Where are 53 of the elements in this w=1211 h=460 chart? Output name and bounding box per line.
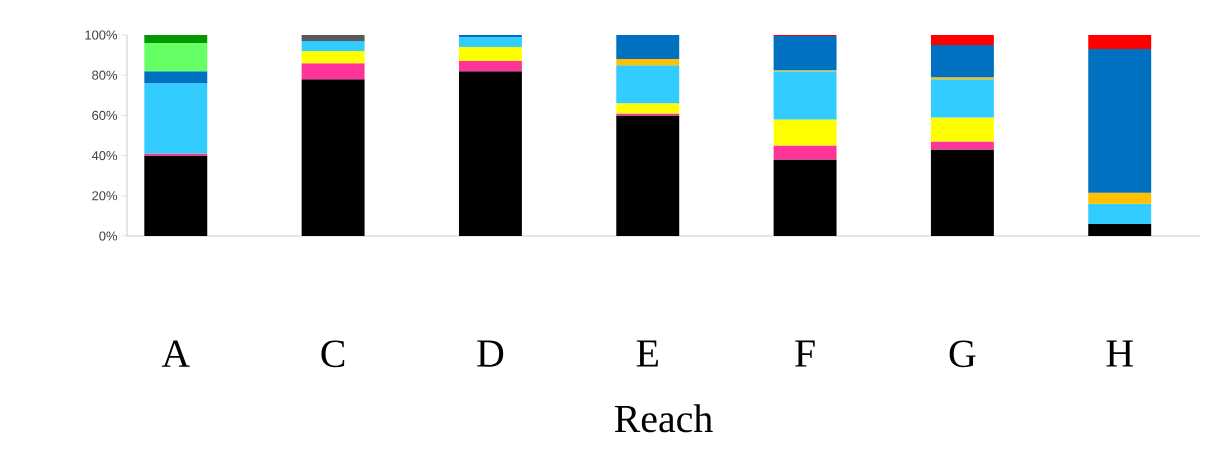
bar [301, 41, 365, 52]
bar [1088, 192, 1152, 204]
x-tick-label: G [949, 340, 976, 368]
y-tick-label: 100% [85, 30, 118, 40]
y-tick-label: 40% [91, 151, 118, 161]
bar [616, 103, 680, 114]
bar [458, 34, 522, 37]
bar [301, 34, 365, 42]
bar [773, 35, 837, 71]
bar [1088, 203, 1152, 224]
bar [301, 79, 365, 236]
bar [773, 145, 837, 160]
bar [930, 141, 994, 150]
x-tick-label: D [477, 340, 504, 367]
bar [773, 119, 837, 146]
bar [144, 71, 208, 84]
x-axis-title: Reach [614, 404, 713, 433]
bar [930, 79, 994, 118]
bar [1088, 223, 1152, 236]
y-tick-label: 20% [92, 191, 118, 201]
bar [930, 149, 994, 236]
bar [930, 77, 994, 80]
bar [1088, 34, 1152, 50]
bar [144, 153, 208, 156]
bar [616, 59, 680, 66]
bar [458, 71, 522, 236]
y-tick-label: 60% [92, 110, 118, 120]
x-tick-label: C [321, 340, 345, 368]
x-tick-label: E [636, 340, 658, 367]
bar [301, 63, 365, 80]
bar [616, 34, 680, 60]
x-tick-label: F [795, 340, 815, 367]
y-tick-label: 80% [92, 70, 118, 80]
bar [144, 43, 208, 72]
bar [1088, 49, 1152, 193]
bar [301, 51, 365, 64]
x-tick-label: H [1106, 340, 1133, 367]
bar [930, 117, 994, 142]
bar [144, 155, 208, 236]
bar [930, 45, 994, 78]
bar [458, 61, 522, 72]
bar [458, 37, 522, 48]
bar [458, 47, 522, 62]
bar [616, 65, 680, 104]
x-tick-label: A [161, 340, 190, 367]
bar [773, 71, 837, 120]
bar [930, 34, 994, 46]
bar [616, 113, 680, 116]
bar [773, 159, 837, 236]
y-tick-label: 0% [99, 231, 118, 241]
bar [616, 115, 680, 236]
bar [144, 34, 208, 44]
bar [144, 83, 208, 154]
